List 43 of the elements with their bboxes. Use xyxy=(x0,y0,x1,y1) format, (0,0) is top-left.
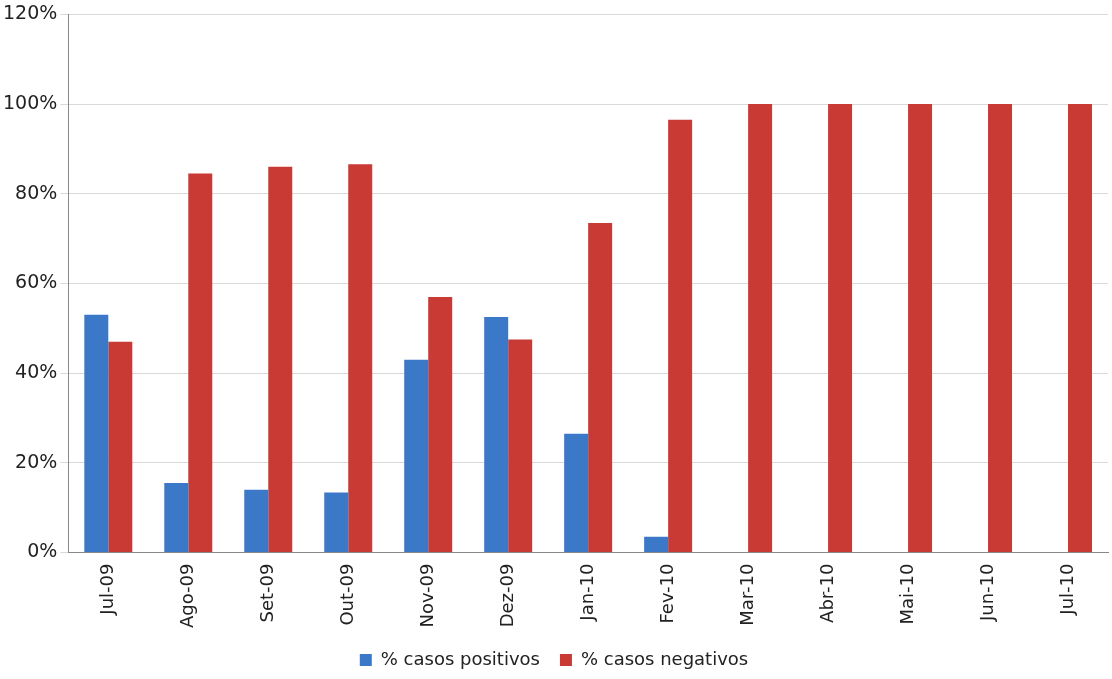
legend-label: % casos negativos xyxy=(580,647,749,669)
x-tick-label: Out-09 xyxy=(335,563,357,626)
x-tick-label: Set-09 xyxy=(255,563,277,623)
y-tick-label: 80% xyxy=(15,180,58,203)
bar xyxy=(484,317,509,553)
bar xyxy=(988,104,1013,553)
x-tick-label: Dez-09 xyxy=(495,563,517,628)
bar xyxy=(164,483,189,553)
bar xyxy=(644,536,669,553)
y-tick-label: 40% xyxy=(15,360,58,383)
bar xyxy=(748,104,773,553)
y-tick-label: 20% xyxy=(15,449,58,472)
x-tick-label: Ago-09 xyxy=(175,563,197,629)
bar xyxy=(244,489,269,553)
x-tick-label: Jun-10 xyxy=(975,563,997,623)
bar xyxy=(404,359,429,553)
y-tick-label: 120% xyxy=(2,1,58,24)
x-tick-label: Mai-10 xyxy=(895,563,917,625)
bar xyxy=(428,296,453,553)
x-tick-label: Jul-09 xyxy=(95,563,117,616)
bar xyxy=(588,222,613,553)
x-tick-label: Jan-10 xyxy=(575,563,597,622)
y-tick-label: 60% xyxy=(15,270,58,293)
x-tick-label: Nov-09 xyxy=(415,563,437,628)
x-tick-label: Mar-10 xyxy=(735,563,757,626)
bar xyxy=(324,492,349,553)
bar xyxy=(668,119,693,553)
bar xyxy=(108,341,133,553)
bar xyxy=(828,104,853,553)
x-tick-label: Abr-10 xyxy=(815,563,837,623)
legend-label: % casos positivos xyxy=(380,647,540,669)
bar xyxy=(1068,104,1093,553)
y-tick-label: 100% xyxy=(2,91,58,114)
bar xyxy=(188,173,213,553)
y-tick-label: 0% xyxy=(27,539,58,562)
bar xyxy=(564,433,589,553)
bar xyxy=(268,166,293,553)
bar xyxy=(348,164,373,553)
x-tick-label: Jul-10 xyxy=(1055,563,1077,616)
bar xyxy=(908,104,933,553)
bar xyxy=(84,314,109,553)
x-tick-label: Fev-10 xyxy=(655,563,677,624)
bar xyxy=(508,339,533,553)
